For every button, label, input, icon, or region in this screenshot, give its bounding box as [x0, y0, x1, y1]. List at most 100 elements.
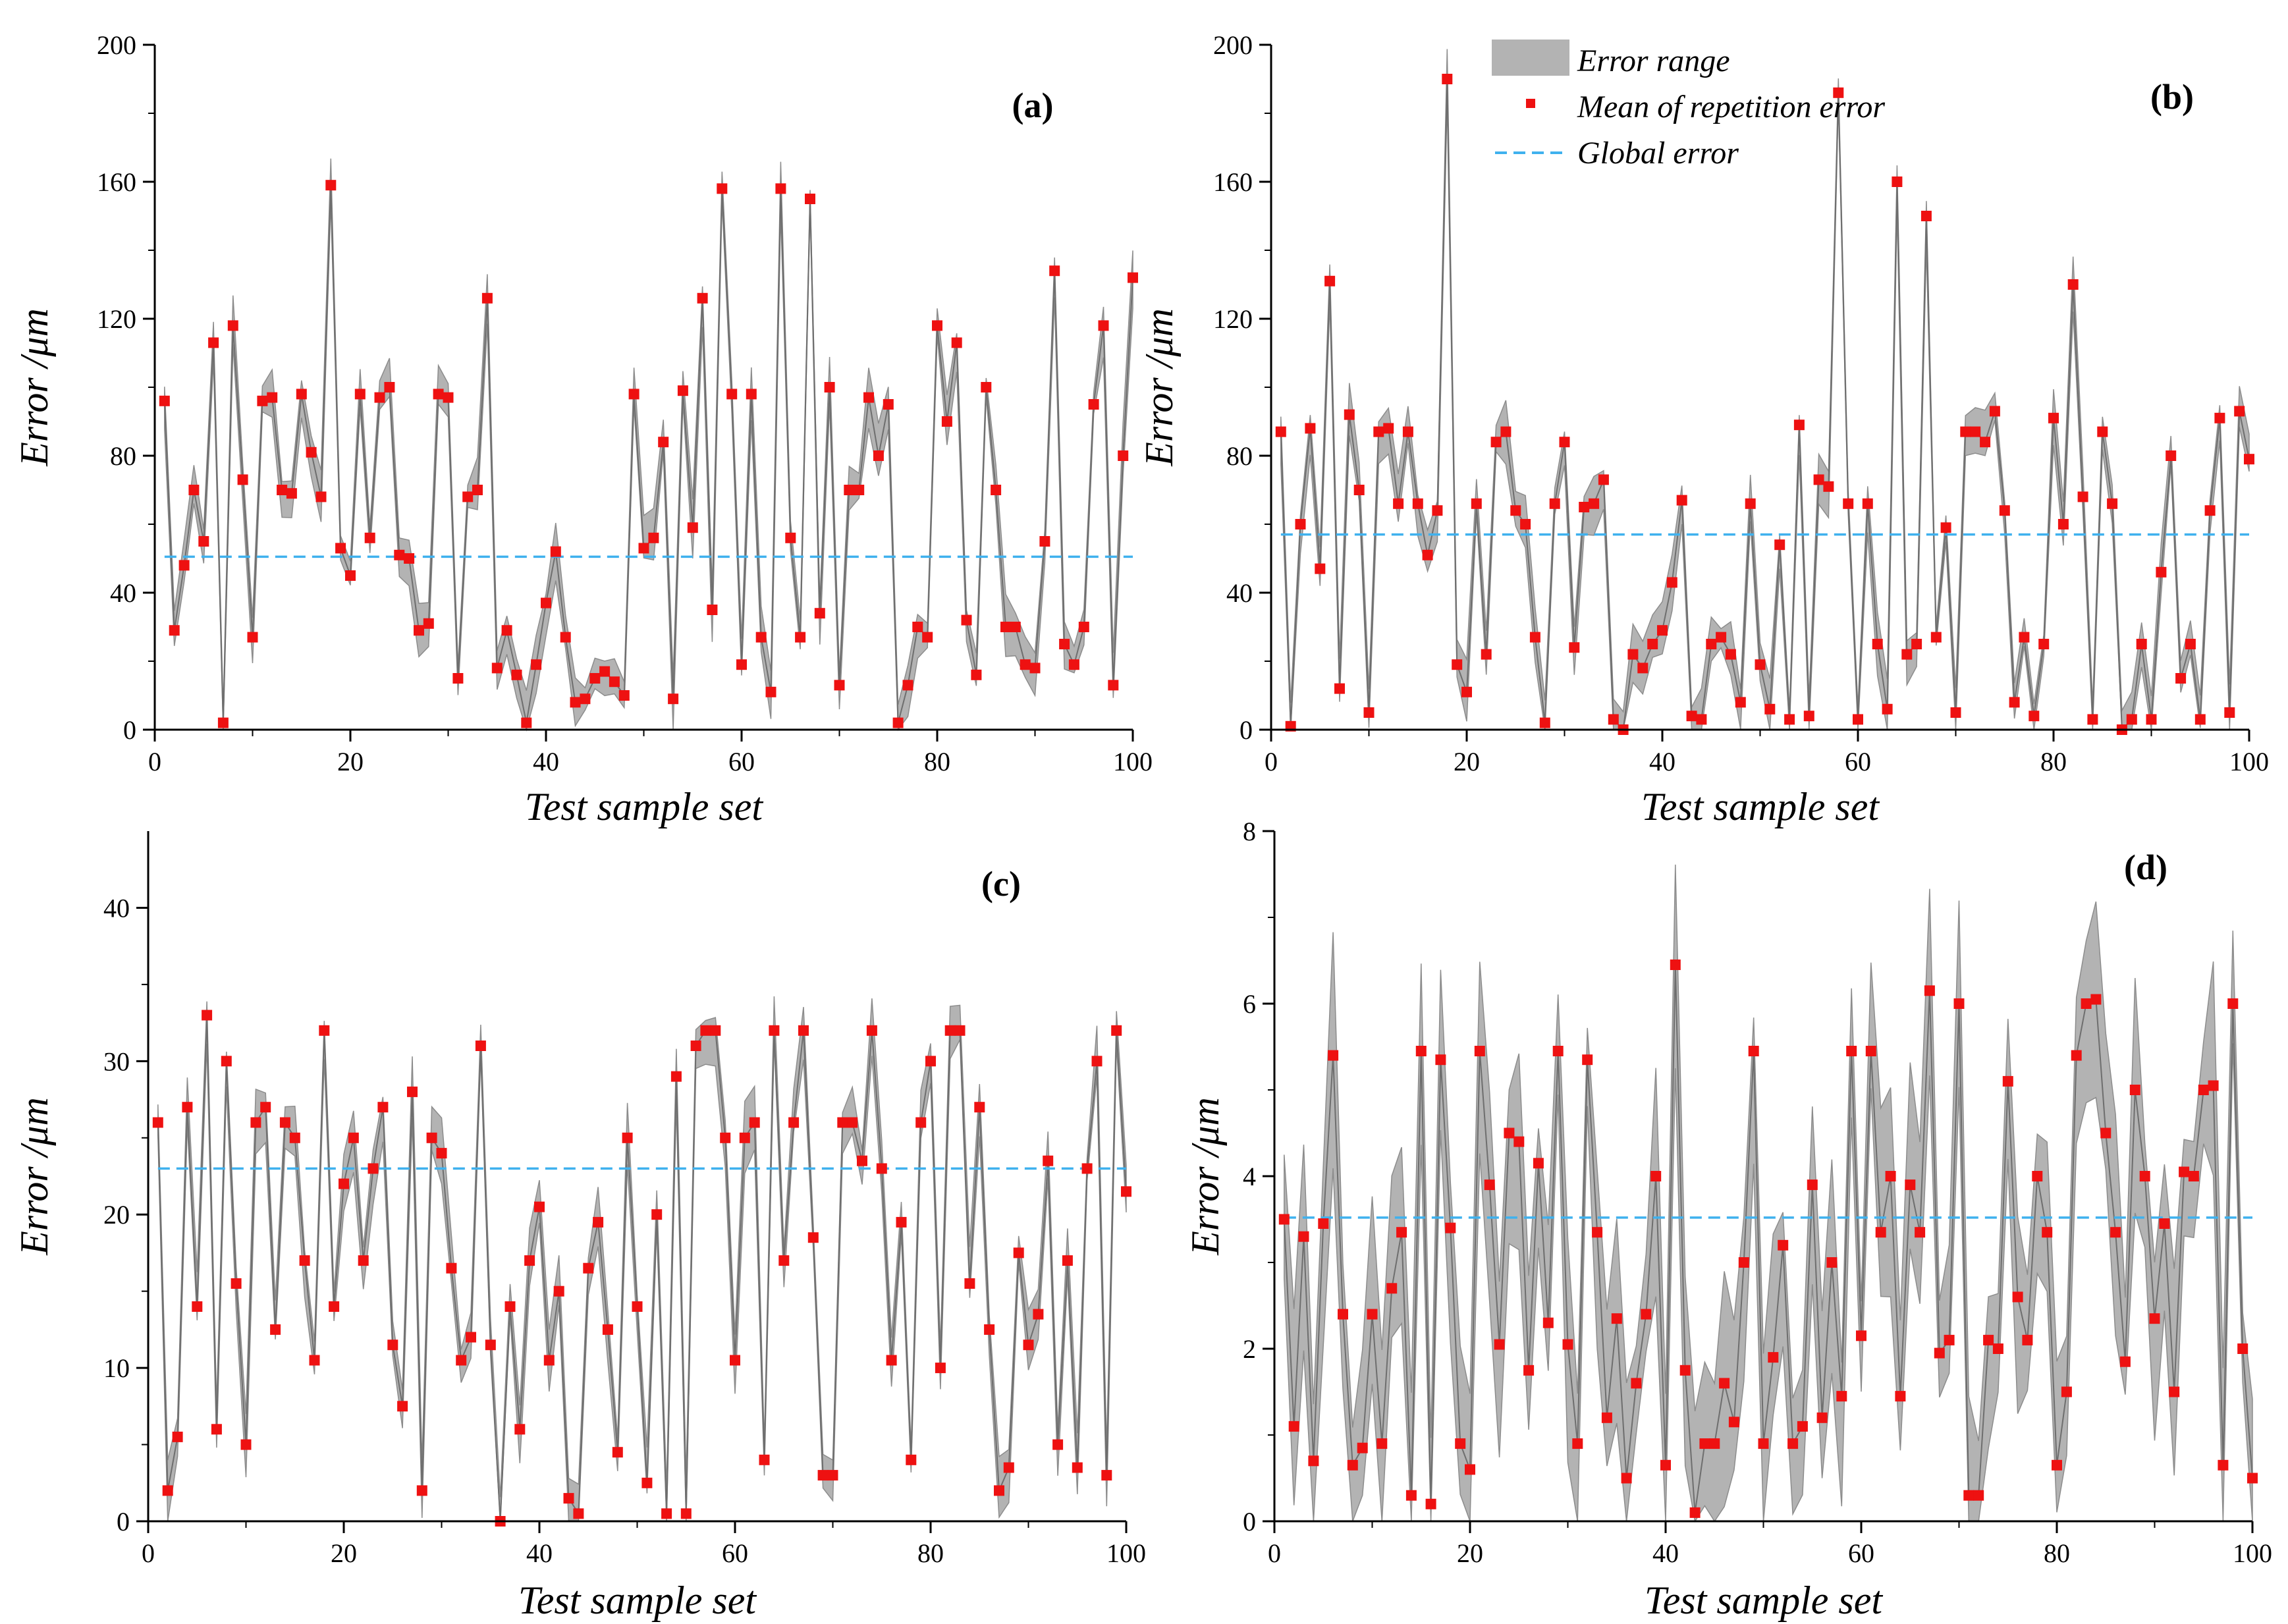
mean-point — [286, 488, 297, 499]
mean-point — [1836, 1391, 1847, 1402]
y-tick-label: 160 — [97, 167, 136, 197]
mean-point — [1318, 1218, 1329, 1229]
mean-point — [1422, 549, 1433, 560]
mean-point — [1376, 1438, 1388, 1449]
mean-point — [680, 1508, 692, 1519]
mean-point — [543, 1355, 555, 1366]
mean-point — [159, 395, 170, 406]
mean-point — [1529, 632, 1540, 643]
mean-point — [257, 395, 268, 406]
mean-point — [404, 553, 415, 564]
mean-point — [2048, 412, 2059, 423]
mean-point — [1068, 659, 1079, 670]
mean-point — [1029, 663, 1041, 674]
panel-label: (c) — [981, 864, 1021, 904]
mean-point — [1412, 498, 1423, 509]
mean-point — [935, 1363, 946, 1374]
mean-point — [906, 1454, 917, 1465]
mean-point — [896, 1216, 907, 1228]
mean-point — [1088, 399, 1099, 410]
mean-point — [785, 532, 796, 543]
mean-point — [182, 1102, 193, 1113]
mean-point — [1582, 1054, 1593, 1066]
mean-point — [994, 1485, 1004, 1496]
mean-point — [1716, 632, 1727, 643]
y-tick-label: 120 — [97, 304, 136, 334]
panel-b: 0 20 40 60 80 100 0 40 80 120 160 200 Test sample se… — [1137, 30, 2269, 828]
mean-point — [407, 1086, 418, 1097]
mean-point — [560, 632, 571, 643]
mean-point — [2214, 412, 2225, 423]
mean-point — [1373, 426, 1384, 437]
mean-point — [2244, 454, 2254, 465]
x-axis-label: Test sample set — [525, 785, 763, 828]
mean-point — [1275, 426, 1286, 437]
mean-point — [1494, 1339, 1505, 1350]
mean-point — [1549, 498, 1560, 509]
mean-point — [1641, 1309, 1652, 1320]
mean-point — [1989, 406, 2000, 417]
mean-point — [912, 622, 923, 632]
mean-point — [1562, 1339, 1573, 1350]
mean-point — [1445, 1222, 1456, 1233]
mean-point — [1797, 1421, 1808, 1432]
mean-point — [2061, 1386, 2072, 1397]
mean-point — [1666, 577, 1677, 588]
mean-point — [932, 320, 942, 331]
mean-point — [1940, 522, 1951, 533]
mean-point — [837, 1117, 848, 1128]
mean-point — [876, 1163, 887, 1174]
mean-point — [1425, 1498, 1436, 1509]
mean-point — [1033, 1309, 1044, 1320]
mean-point — [1579, 502, 1590, 512]
mean-point — [971, 669, 982, 680]
mean-point — [944, 1025, 956, 1036]
mean-point — [1950, 707, 1961, 718]
mean-point — [414, 625, 424, 636]
mean-point — [2126, 714, 2137, 725]
mean-point — [2165, 450, 2177, 461]
mean-point — [2146, 714, 2157, 725]
mean-point — [481, 292, 493, 304]
mean-point — [2057, 519, 2069, 529]
mean-point — [648, 532, 659, 543]
mean-point — [1589, 498, 1600, 509]
mean-point — [1944, 1334, 1955, 1345]
mean-point — [1686, 711, 1697, 722]
mean-point — [2159, 1218, 2170, 1229]
mean-point — [1970, 426, 1981, 437]
mean-point — [1305, 423, 1316, 434]
mean-point — [1101, 1470, 1112, 1481]
mean-point — [339, 1178, 349, 1189]
mean-point — [1895, 1391, 1906, 1402]
mean-point — [769, 1025, 780, 1036]
mean-point — [1405, 1490, 1417, 1501]
mean-point — [1774, 539, 1785, 551]
mean-point — [1992, 1343, 2003, 1354]
mean-point — [1432, 505, 1443, 516]
mean-line — [1280, 78, 2250, 732]
mean-point — [531, 659, 542, 670]
mean-point — [2129, 1085, 2140, 1095]
mean-point — [1386, 1283, 1398, 1294]
x-tick-label: 60 — [722, 1538, 748, 1568]
x-tick-label: 0 — [148, 747, 161, 776]
mean-point — [1510, 505, 1521, 516]
mean-point — [2032, 1171, 2043, 1181]
mean-point — [377, 1102, 389, 1113]
mean-point — [2247, 1473, 2258, 1484]
mean-point — [710, 1025, 721, 1036]
mean-point — [1020, 659, 1031, 670]
mean-point — [491, 663, 503, 674]
mean-point — [2019, 632, 2030, 643]
mean-point — [1999, 505, 2010, 516]
mean-point — [1474, 1046, 1485, 1056]
mean-point — [1353, 485, 1365, 495]
mean-point — [2156, 566, 2167, 578]
x-tick-label: 80 — [2044, 1538, 2070, 1568]
mean-point — [902, 680, 913, 691]
mean-point — [1357, 1442, 1368, 1453]
mean-line — [157, 1015, 1127, 1522]
mean-point — [717, 183, 728, 194]
mean-point — [866, 1025, 877, 1036]
